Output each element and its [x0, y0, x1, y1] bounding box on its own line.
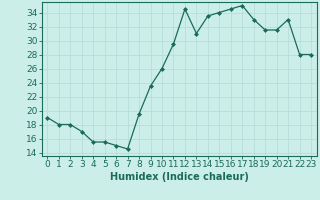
X-axis label: Humidex (Indice chaleur): Humidex (Indice chaleur) — [110, 172, 249, 182]
